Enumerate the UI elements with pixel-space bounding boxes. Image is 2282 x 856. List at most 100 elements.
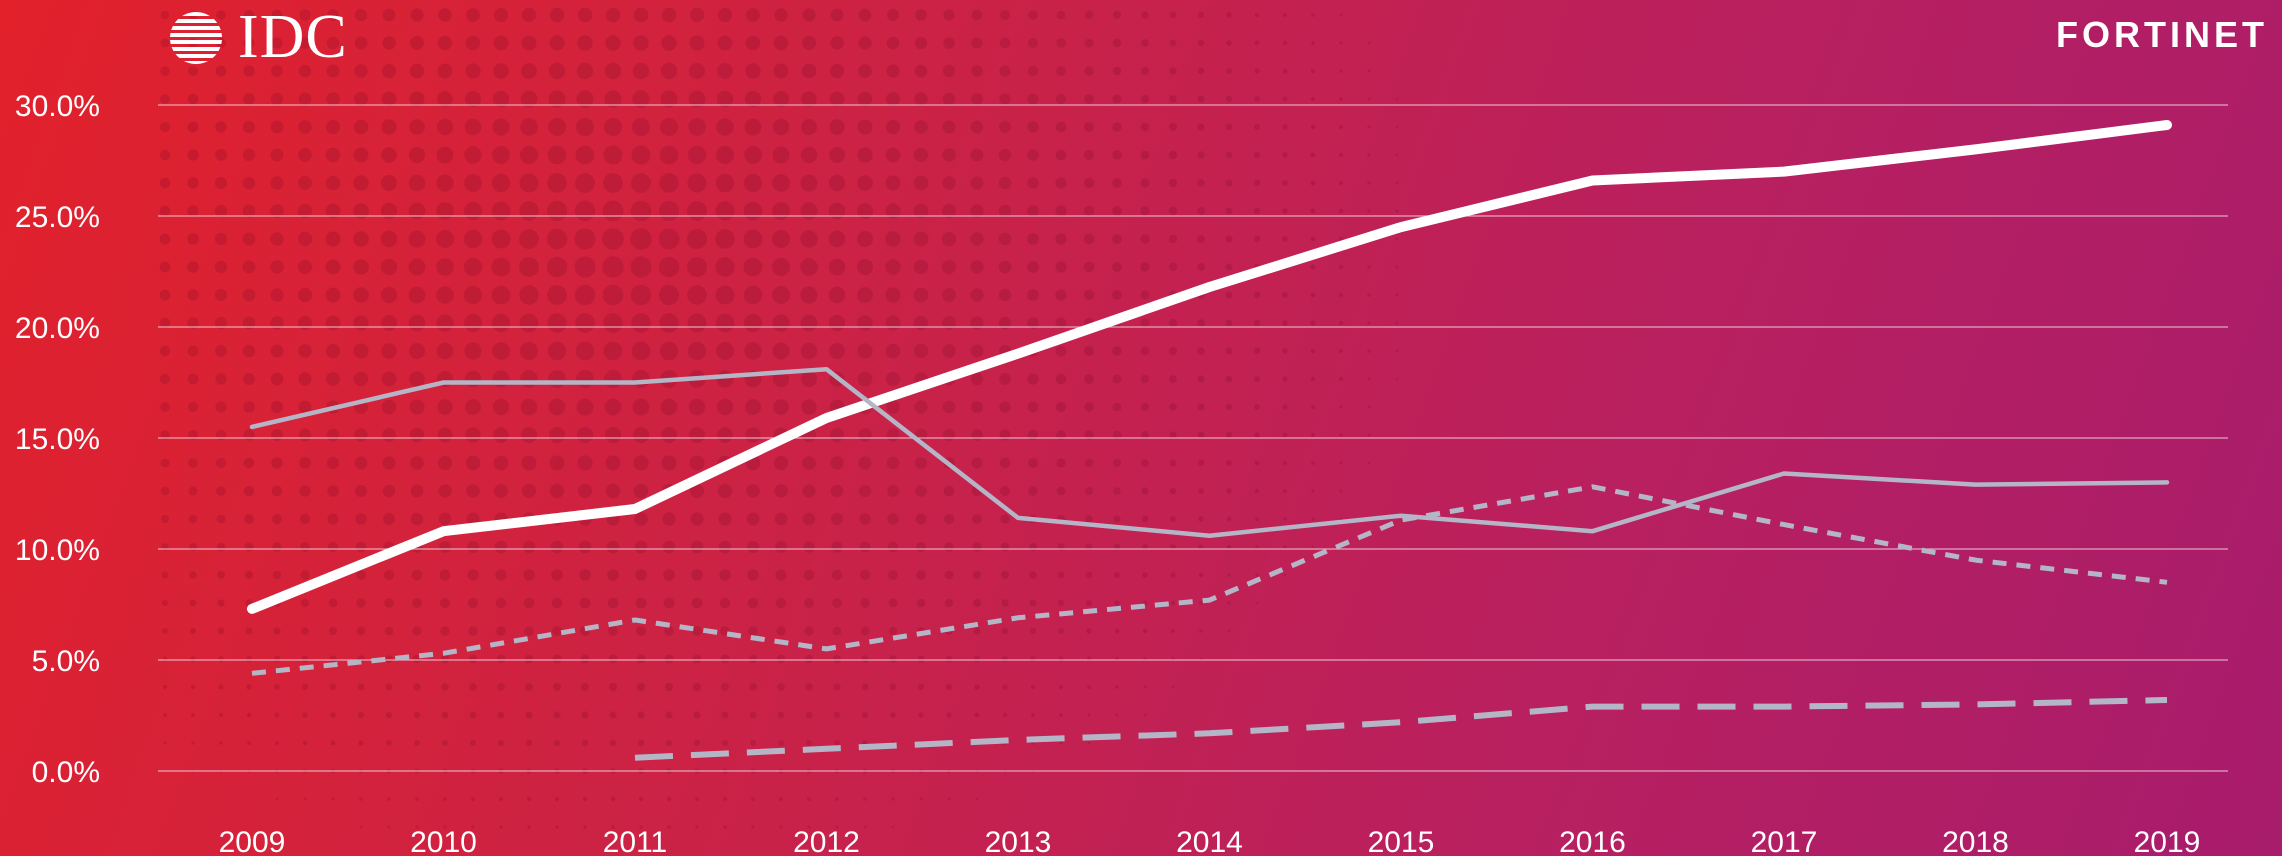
halftone-dot [1197, 95, 1205, 103]
halftone-dot [301, 627, 309, 635]
halftone-dot [548, 62, 566, 80]
halftone-dot [1197, 403, 1205, 411]
halftone-dot [1055, 373, 1067, 385]
halftone-dot [658, 200, 680, 222]
halftone-dot [690, 540, 704, 554]
halftone-dot [1310, 208, 1316, 214]
halftone-dot [1001, 627, 1009, 635]
halftone-dot [218, 712, 224, 718]
halftone-dot [270, 176, 284, 190]
halftone-dot [547, 201, 567, 221]
halftone-dot [633, 35, 649, 51]
halftone-dot [970, 288, 984, 302]
halftone-dot [695, 825, 699, 829]
halftone-dot [470, 796, 476, 802]
halftone-dot [1339, 405, 1343, 409]
halftone-dot [492, 398, 510, 416]
halftone-dot [891, 797, 895, 801]
halftone-dot [831, 513, 843, 525]
halftone-dot [187, 121, 199, 133]
halftone-dot [971, 457, 983, 469]
halftone-dot [1282, 180, 1288, 186]
halftone-dot [382, 8, 396, 22]
halftone-dot [1226, 516, 1232, 522]
halftone-dot [800, 230, 818, 248]
halftone-dot [633, 483, 649, 499]
halftone-dot [970, 372, 984, 386]
halftone-dot [298, 92, 312, 106]
halftone-dot [1140, 290, 1150, 300]
halftone-dot [519, 285, 539, 305]
halftone-dot [998, 204, 1012, 218]
halftone-dot [465, 427, 481, 443]
halftone-dot [552, 626, 562, 636]
halftone-dot [1141, 39, 1149, 47]
halftone-dot [721, 711, 729, 719]
halftone-dot [722, 796, 728, 802]
halftone-dot [1084, 402, 1094, 412]
halftone-dot [189, 599, 197, 607]
halftone-dot [687, 201, 707, 221]
halftone-dot [917, 683, 925, 691]
halftone-dot [1225, 291, 1233, 299]
halftone-dot [913, 203, 929, 219]
halftone-dot [354, 64, 368, 78]
halftone-dot [548, 90, 566, 108]
halftone-dot [1254, 432, 1260, 438]
halftone-dot [1311, 13, 1315, 17]
halftone-dot [604, 426, 622, 444]
halftone-dot [999, 121, 1011, 133]
halftone-dot [862, 712, 868, 718]
halftone-dot [470, 740, 476, 746]
halftone-dot [551, 569, 563, 581]
halftone-dot [831, 569, 843, 581]
halftone-dot [830, 484, 844, 498]
halftone-dot [576, 370, 594, 388]
halftone-dot [693, 683, 701, 691]
halftone-dot [723, 825, 727, 829]
halftone-dot [215, 317, 227, 329]
halftone-dot [945, 655, 953, 663]
halftone-dot [495, 569, 507, 581]
halftone-dot [1029, 571, 1037, 579]
halftone-dot [162, 656, 168, 662]
halftone-dot [716, 398, 734, 416]
halftone-dot [688, 90, 706, 108]
halftone-dot [1112, 122, 1122, 132]
halftone-dot [299, 9, 311, 21]
halftone-dot [1114, 628, 1120, 634]
halftone-dot [1282, 124, 1288, 130]
halftone-dot [1112, 290, 1122, 300]
halftone-dot [331, 797, 335, 801]
halftone-dot [161, 515, 169, 523]
halftone-dot [606, 540, 620, 554]
x-tick-label: 2019 [2134, 826, 2201, 856]
halftone-dot [718, 512, 732, 526]
halftone-dot [659, 145, 679, 165]
halftone-dot [636, 682, 646, 692]
halftone-dot [380, 258, 398, 276]
halftone-dot [744, 146, 762, 164]
halftone-dot [467, 597, 479, 609]
halftone-dot [325, 175, 341, 191]
halftone-dot [1283, 573, 1287, 577]
halftone-dot [1339, 461, 1343, 465]
halftone-dot [633, 7, 649, 23]
halftone-dot [1169, 375, 1177, 383]
halftone-dot [1311, 41, 1315, 45]
halftone-dot [603, 173, 623, 193]
halftone-dot [354, 92, 368, 106]
halftone-dot [943, 37, 955, 49]
halftone-dot [299, 457, 311, 469]
halftone-dot [1169, 67, 1177, 75]
halftone-dot [325, 287, 341, 303]
halftone-dot [466, 512, 480, 526]
halftone-dot [914, 120, 928, 134]
halftone-dot [717, 7, 733, 23]
halftone-dot [1367, 41, 1371, 45]
halftone-dot [801, 119, 817, 135]
halftone-dot [1367, 433, 1371, 437]
halftone-dot [1140, 374, 1150, 384]
halftone-dot [551, 597, 563, 609]
halftone-dot [298, 316, 312, 330]
